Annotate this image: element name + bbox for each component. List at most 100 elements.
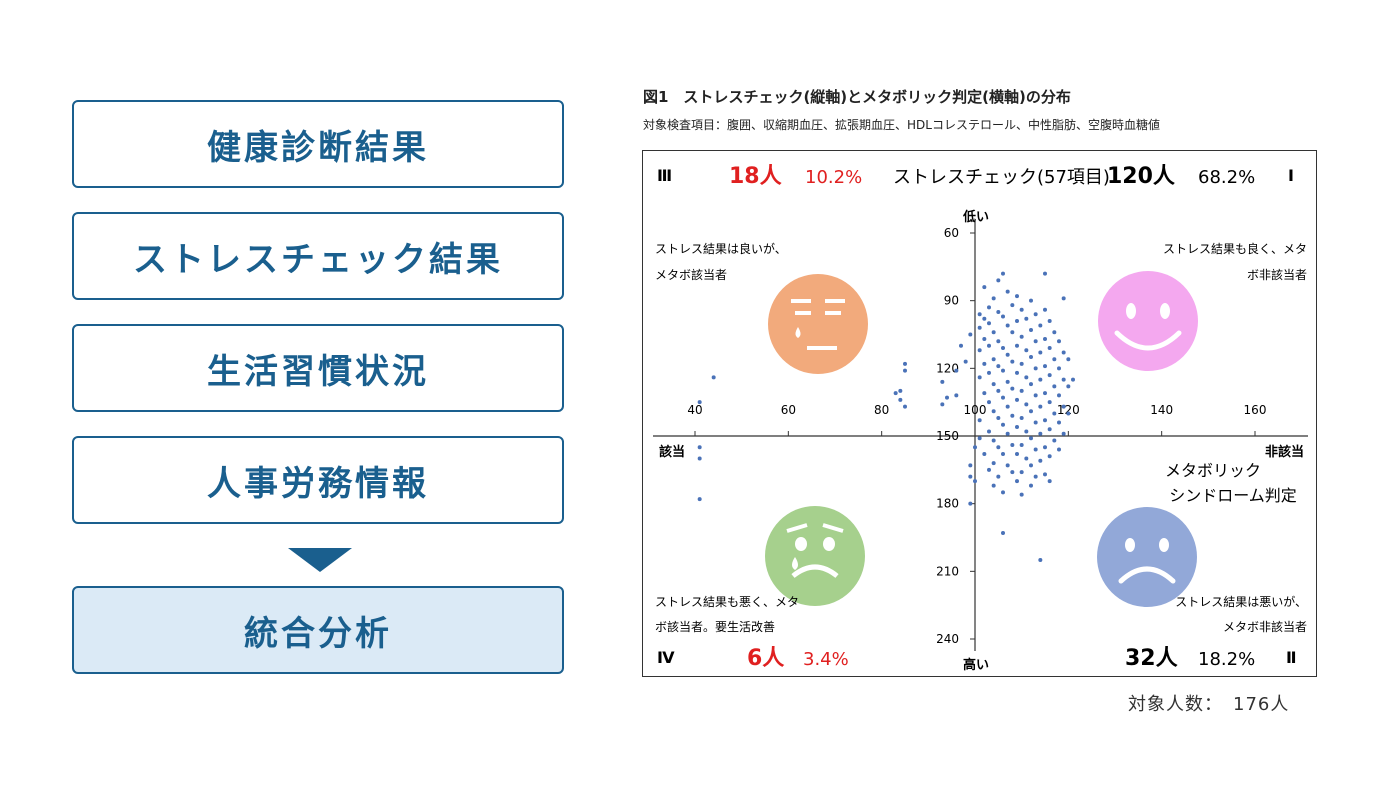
data-point (996, 309, 1001, 314)
data-point (1033, 393, 1038, 398)
figure-subtitle: 対象検査項目：腹囲、収縮期血圧、拡張期血圧、HDLコレステロール、中性脂肪、空腹… (643, 118, 1160, 132)
quadrant-II-count: 32人 (1125, 646, 1178, 671)
quadrant-III-note-1: ストレス結果は良いが、 (655, 241, 787, 256)
data-point (982, 316, 987, 321)
x-axis-title-line2: シンドローム判定 (1169, 486, 1297, 505)
data-point (1015, 294, 1019, 299)
data-point (1052, 330, 1057, 335)
x-tick-label: 100 (964, 403, 987, 417)
data-point (1043, 271, 1047, 276)
data-point (1010, 359, 1015, 364)
flow-step-lifestyle: 生活習慣状況 (72, 324, 564, 412)
figure-title: 図1 ストレスチェック(縦軸)とメタボリック判定(横軸)の分布 (643, 88, 1071, 106)
data-point (1029, 436, 1033, 441)
quadrant-IV-percent: 3.4% (803, 649, 849, 670)
data-point (1005, 289, 1010, 294)
data-point (977, 375, 982, 380)
data-point (697, 400, 702, 405)
down-arrow-icon (288, 548, 352, 572)
data-point (973, 445, 977, 450)
data-point (697, 497, 702, 502)
y-tick-label: 120 (936, 361, 959, 375)
data-point (1019, 492, 1024, 497)
data-point (968, 474, 973, 479)
data-point (1024, 348, 1029, 353)
data-point (1061, 404, 1066, 409)
data-point (1005, 431, 1010, 436)
quadrant-IV-note-2: ボ該当者。要生活改善 (655, 619, 775, 634)
flow-step-label: ストレスチェック結果 (133, 239, 503, 280)
data-point (982, 361, 987, 366)
data-point (1033, 447, 1038, 452)
data-point (1001, 452, 1005, 457)
data-point (1038, 377, 1043, 382)
data-point (1010, 386, 1015, 391)
data-point (991, 438, 996, 443)
data-point (1066, 357, 1071, 362)
data-point (1029, 382, 1033, 387)
data-point (968, 501, 973, 506)
data-point (903, 361, 907, 366)
data-point (1061, 296, 1066, 301)
x-axis-title-line1: メタボリック (1165, 461, 1261, 480)
data-point (996, 474, 1001, 479)
data-point (1015, 370, 1019, 375)
data-point (1033, 420, 1038, 425)
data-point (987, 400, 991, 405)
x-tick-label: 160 (1244, 403, 1267, 417)
data-point (1057, 447, 1061, 452)
data-point (1010, 443, 1015, 448)
data-point (1047, 346, 1052, 351)
data-point (1019, 470, 1024, 475)
data-point (1052, 357, 1057, 362)
data-point (996, 278, 1001, 283)
quadrant-III-count: 18人 (729, 164, 782, 189)
data-point (977, 436, 982, 441)
data-point (1019, 388, 1024, 393)
data-point (1029, 327, 1033, 332)
data-point (963, 359, 968, 364)
data-point (991, 409, 996, 414)
data-point (1057, 393, 1061, 398)
data-point (1001, 271, 1005, 276)
data-point (982, 337, 987, 342)
data-point (996, 415, 1001, 420)
quadrant-II-numeral: Ⅱ (1286, 648, 1297, 667)
data-point (1001, 490, 1005, 495)
data-point (977, 325, 982, 330)
data-point (991, 296, 996, 301)
data-point (1033, 366, 1038, 371)
data-point (1005, 352, 1010, 357)
data-point (1001, 530, 1005, 535)
data-point (954, 393, 959, 398)
data-point (1024, 429, 1029, 434)
data-point (1071, 377, 1075, 382)
data-point (1005, 463, 1010, 468)
flow-step-label: 人事労務情報 (207, 463, 429, 504)
flow-step-integrated-analysis: 統合分析 (72, 586, 564, 674)
data-point (945, 395, 949, 400)
data-point (973, 479, 977, 484)
data-point (1010, 470, 1015, 475)
data-point (1038, 431, 1043, 436)
crying-face-icon (765, 506, 865, 606)
data-point (968, 463, 973, 468)
scatter-chart: 40 60 80 100 120 140 160 60 90 120 150 180 210 240 該当… (642, 150, 1317, 677)
data-point (1029, 355, 1033, 360)
data-point (1005, 404, 1010, 409)
flow-step-stress-check: ストレスチェック結果 (72, 212, 564, 300)
quadrant-III-numeral: Ⅲ (657, 166, 672, 185)
data-point (977, 312, 982, 317)
data-point (1061, 350, 1066, 355)
total-count: 対象人数： 176人 (1128, 694, 1290, 715)
data-point (1010, 413, 1015, 418)
data-point (1024, 456, 1029, 461)
data-point (982, 285, 987, 290)
quadrant-II-note-2: メタボ非該当者 (1223, 619, 1307, 634)
data-point (1001, 346, 1005, 351)
data-point (1057, 420, 1061, 425)
data-point (1052, 438, 1057, 443)
data-point (1047, 479, 1052, 484)
data-point (1029, 483, 1033, 488)
